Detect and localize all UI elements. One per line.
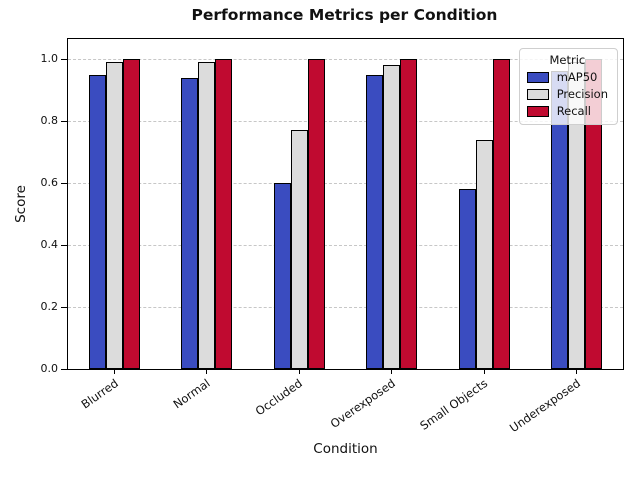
legend-items: mAP50 Precision Recall xyxy=(526,70,608,118)
y-tick-label: 0.8 xyxy=(40,114,59,127)
y-tick-label: 0.2 xyxy=(40,300,59,313)
bar-precision-small-objects xyxy=(475,139,493,369)
bar-recall-small-objects xyxy=(492,59,510,369)
bar-precision-normal xyxy=(198,62,216,369)
y-tick-mark xyxy=(61,244,67,246)
bar-precision-occluded xyxy=(290,130,308,369)
y-tick-label: 0.0 xyxy=(40,362,59,375)
x-tick-mark xyxy=(391,369,393,374)
y-tick-mark xyxy=(61,58,67,60)
gridline-y-1.0 xyxy=(68,59,623,60)
y-tick-mark xyxy=(61,368,67,370)
x-tick-mark xyxy=(298,369,300,374)
x-tick-label-small-objects: Small Objects xyxy=(417,376,491,433)
y-axis-label: Score xyxy=(13,185,29,223)
x-tick-mark xyxy=(483,369,485,374)
y-axis-label-wrap: Score xyxy=(11,39,31,369)
legend-item-precision: Precision xyxy=(526,87,608,101)
y-tick-label: 1.0 xyxy=(40,52,59,65)
legend-swatch-icon xyxy=(526,71,549,83)
bar-recall-blurred xyxy=(122,59,140,369)
gridline-y-0.2 xyxy=(68,307,623,308)
legend: Metric mAP50 Precision Recall xyxy=(518,48,618,125)
x-tick-label-underexposed: Underexposed xyxy=(506,376,583,436)
gridline-y-0.4 xyxy=(68,245,623,246)
x-tick-label-blurred: Blurred xyxy=(78,376,121,412)
legend-swatch-icon xyxy=(526,88,549,100)
legend-title: Metric xyxy=(549,53,586,67)
bar-recall-normal xyxy=(215,59,233,369)
y-tick-label: 0.4 xyxy=(40,238,59,251)
x-axis-label: Condition xyxy=(313,441,378,457)
legend-label: Recall xyxy=(556,104,591,118)
legend-swatch-icon xyxy=(526,105,549,117)
chart-title: Performance Metrics per Condition xyxy=(191,6,498,24)
bar-precision-overexposed xyxy=(383,65,401,369)
x-tick-mark xyxy=(206,369,208,374)
plot-area: Score Condition Metric mAP50 Precision Rec… xyxy=(13,38,624,457)
bar-map50-occluded xyxy=(273,183,291,369)
bar-recall-overexposed xyxy=(400,59,418,369)
bar-map50-small-objects xyxy=(458,189,476,369)
x-tick-label-normal: Normal xyxy=(170,376,213,412)
bar-map50-overexposed xyxy=(366,74,384,369)
legend-label: mAP50 xyxy=(556,70,598,84)
gridline-y-0.8 xyxy=(68,121,623,122)
gridline-y-0.6 xyxy=(68,183,623,184)
y-tick-mark xyxy=(61,306,67,308)
bar-recall-occluded xyxy=(307,59,325,369)
x-tick-label-overexposed: Overexposed xyxy=(327,376,398,431)
x-tick-label-occluded: Occluded xyxy=(253,376,306,419)
legend-item-map50: mAP50 xyxy=(526,70,608,84)
y-tick-mark xyxy=(61,182,67,184)
y-tick-mark xyxy=(61,120,67,122)
legend-item-recall: Recall xyxy=(526,104,608,118)
bar-map50-blurred xyxy=(88,74,106,369)
x-tick-mark xyxy=(576,369,578,374)
legend-label: Precision xyxy=(556,87,608,101)
x-tick-mark xyxy=(113,369,115,374)
y-tick-label: 0.6 xyxy=(40,176,59,189)
bar-precision-blurred xyxy=(105,62,123,369)
bar-map50-normal xyxy=(181,77,199,369)
